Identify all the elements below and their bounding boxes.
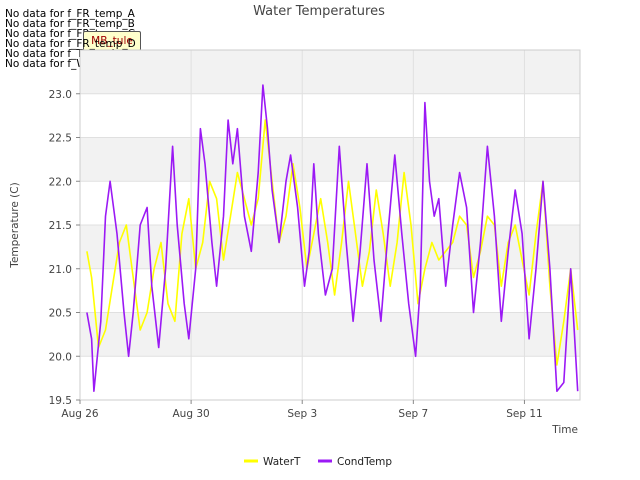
x-tick-label: Sep 3 <box>287 408 317 420</box>
y-tick-label: 19.5 <box>49 395 72 407</box>
x-tick-label: Sep 7 <box>398 408 428 420</box>
grid-band <box>80 137 580 182</box>
y-tick-label: 20.5 <box>49 308 72 320</box>
x-tick-label: Aug 30 <box>173 408 210 420</box>
legend: WaterT CondTemp <box>244 456 392 468</box>
x-tick-label: Sep 11 <box>506 408 543 420</box>
grid-band <box>80 50 580 94</box>
series-line-condtemp <box>86 84 579 393</box>
x-axis-ticks: Aug 26 Aug 30 Sep 3 Sep 7 Sep 11 <box>61 400 543 420</box>
x-axis-label: Time <box>551 424 578 436</box>
legend-label-watert: WaterT <box>263 456 301 468</box>
y-axis-label: Temperature (C) <box>9 182 21 268</box>
chart-title: Water Temperatures <box>253 4 385 19</box>
y-axis-ticks: 19.5 20.0 20.5 21.0 21.5 22.0 22.5 23.0 <box>49 89 80 407</box>
y-tick-label: 21.5 <box>49 220 72 232</box>
legend-label-condtemp: CondTemp <box>337 456 392 468</box>
nodata-message: No data for f_FR_temp_A <box>5 8 135 20</box>
series-lines <box>86 84 579 393</box>
nodata-message: No data for f_FR_temp_D <box>5 38 136 50</box>
nodata-message: No data for f_FR_temp_B <box>5 18 135 30</box>
y-tick-label: 22.5 <box>49 133 72 145</box>
y-tick-label: 22.0 <box>49 176 72 188</box>
x-tick-label: Aug 26 <box>61 408 99 420</box>
y-tick-label: 20.0 <box>49 351 72 363</box>
grid-band <box>80 312 580 357</box>
y-tick-label: 21.0 <box>49 264 72 276</box>
site-badge: MB_tule <box>83 31 141 51</box>
y-tick-label: 23.0 <box>49 89 72 101</box>
